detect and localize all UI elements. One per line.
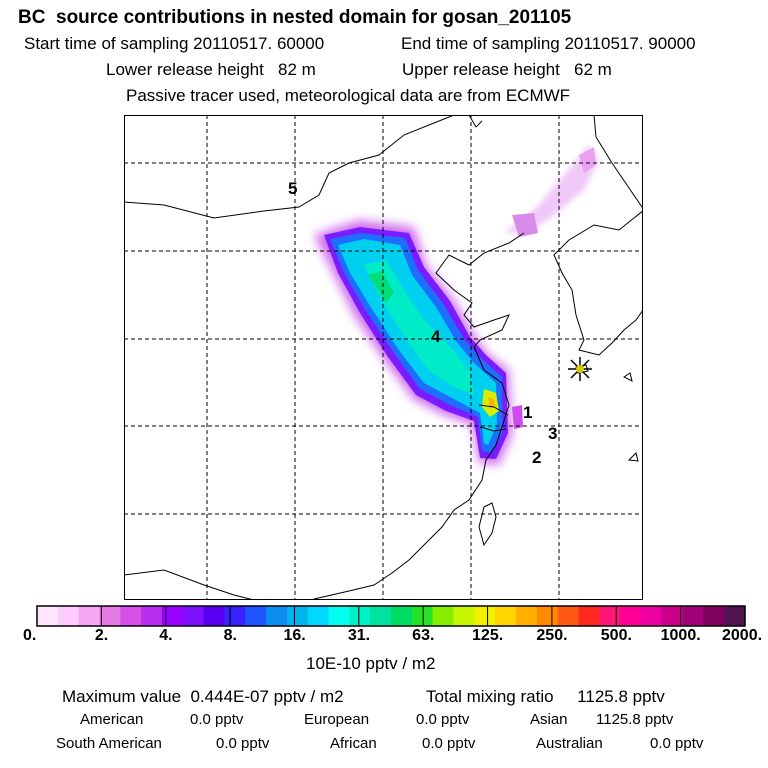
region-name-european: European <box>304 711 370 728</box>
colorbar-tick-label: 2. <box>94 627 109 644</box>
receptor-star-icon <box>568 357 592 381</box>
colorbar-cell <box>411 606 434 626</box>
colorbar-cell <box>536 606 559 626</box>
colorbar-cell <box>640 606 663 626</box>
colorbar-cell <box>328 606 350 626</box>
colorbar-cell <box>495 606 517 626</box>
plume-tail <box>504 145 599 233</box>
coast-river-2 <box>479 426 507 432</box>
colorbar <box>36 605 746 627</box>
colorbar-cell <box>245 606 267 626</box>
total-mixing-ratio: Total mixing ratio 1125.8 pptv <box>426 687 665 706</box>
marker-3: 3 <box>548 424 557 443</box>
colorbar-tick-label: 16. <box>283 627 306 644</box>
colorbar-cell <box>391 606 413 626</box>
region-name-australian: Australian <box>536 735 603 752</box>
colorbar-cell <box>161 606 184 626</box>
colorbar-cell <box>37 606 59 626</box>
colorbar-cell <box>99 606 121 626</box>
colorbar-cell <box>703 606 725 626</box>
sampling-start: Start time of sampling 20110517. 60000 <box>24 34 325 53</box>
colorbar-cell <box>349 606 371 626</box>
sampling-end: End time of sampling 20110517. 90000 <box>401 34 696 53</box>
release-lower: Lower release height 82 m <box>106 60 316 79</box>
coast-river-1 <box>478 404 509 416</box>
colorbar-tick-label: 1000. <box>660 627 701 644</box>
region-name-asian: Asian <box>530 711 568 728</box>
colorbar-cell <box>57 606 80 626</box>
colorbar-cell <box>661 606 684 626</box>
colorbar-tick-label: 500. <box>600 627 632 644</box>
region-name-american: American <box>80 711 144 728</box>
colorbar-cell <box>182 606 205 626</box>
marker-5: 5 <box>288 179 297 198</box>
region-value-american: 0.0 pptv <box>190 711 244 728</box>
colorbar-tick-label: 0. <box>23 627 37 644</box>
border-northeast <box>593 115 643 210</box>
region-name-african: African <box>330 735 377 752</box>
coast-east-china <box>313 346 510 600</box>
plot-title: BC source contributions in nested domain… <box>18 7 572 28</box>
plume-tail-core <box>579 147 596 173</box>
colorbar-tick-label: 63. <box>412 627 435 644</box>
region-value-african: 0.0 pptv <box>422 735 476 752</box>
coast-japan-2 <box>627 452 639 462</box>
colorbar-tick-label: 8. <box>223 627 237 644</box>
plume-layer <box>314 145 599 465</box>
grid <box>124 115 643 600</box>
subtitle-note: Passive tracer used, meteorological data… <box>126 86 571 105</box>
border-mongolia <box>124 115 455 219</box>
region-value-asian: 1125.8 pptv <box>596 711 674 728</box>
coastlines <box>124 115 643 600</box>
map-panel: 1 2 3 4 5 <box>124 115 643 600</box>
colorbar-cell <box>578 606 600 626</box>
colorbar-cell <box>78 606 100 626</box>
map-frame <box>124 115 643 600</box>
plume-small <box>512 405 523 429</box>
colorbar-cell <box>453 606 475 626</box>
colorbar-cell <box>141 606 163 626</box>
region-value-european: 0.0 pptv <box>416 711 470 728</box>
colorbar-cell <box>724 606 746 626</box>
coast-bohai <box>435 232 525 348</box>
colorbar-cell <box>307 606 330 626</box>
coast-taiwan <box>478 502 497 547</box>
coast-japan-1 <box>623 372 633 382</box>
colorbar-cell <box>203 606 225 626</box>
colorbar-tick-label: 31. <box>347 627 371 644</box>
colorbar-cell <box>370 606 392 626</box>
region-value-south-american: 0.0 pptv <box>216 735 270 752</box>
colorbar-cell <box>286 606 309 626</box>
colorbar-tick-label: 125. <box>472 627 504 644</box>
marker-4: 4 <box>431 327 441 346</box>
colorbar-cell <box>515 606 538 626</box>
colorbar-tick-label: 4. <box>159 627 173 644</box>
marker-2: 2 <box>532 448 541 467</box>
colorbar-cell <box>120 606 142 626</box>
colorbar-cell <box>474 606 496 626</box>
marker-1: 1 <box>523 403 532 422</box>
region-name-south-american: South American <box>56 735 162 752</box>
plume-green <box>368 271 394 303</box>
colorbar-tick-label: 250. <box>536 627 568 644</box>
colorbar-tick-label: 2000. <box>722 627 763 644</box>
plume-spot <box>512 213 538 237</box>
colorbar-cell <box>266 606 288 626</box>
colorbar-cell <box>620 606 642 626</box>
colorbar-unit: 10E-10 pptv / m2 <box>306 654 436 673</box>
coast-hainan-area <box>124 569 255 600</box>
colorbar-cell <box>224 606 246 626</box>
coast-korea-west <box>553 210 643 356</box>
colorbar-cell <box>432 606 454 626</box>
colorbar-frame <box>36 605 746 627</box>
colorbar-cell <box>557 606 579 626</box>
colorbar-cell <box>682 606 704 626</box>
release-upper: Upper release height 62 m <box>402 60 612 79</box>
max-value: Maximum value 0.444E-07 pptv / m2 <box>62 687 344 706</box>
region-value-australian: 0.0 pptv <box>650 735 704 752</box>
colorbar-cell <box>599 606 621 626</box>
